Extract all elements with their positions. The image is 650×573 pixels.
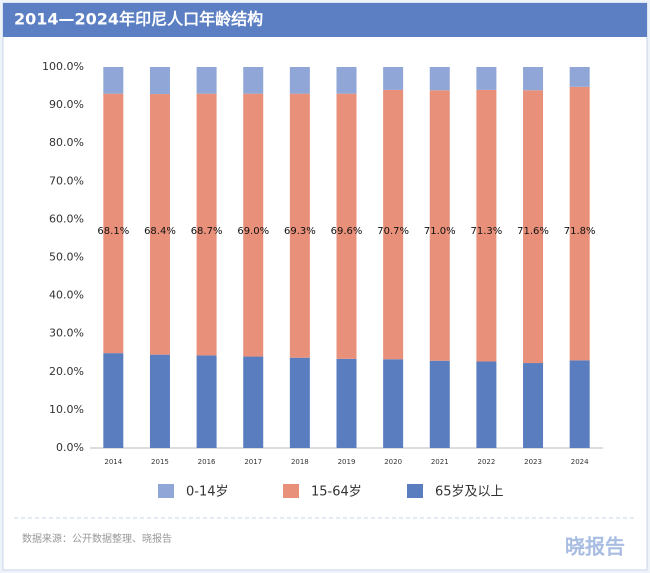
x-tick-label: 2021 [431,458,449,466]
legend-swatch [283,484,299,498]
data-label: 71.6% [517,226,549,237]
legend-label: 15-64岁 [311,485,362,500]
bar-segment [476,67,497,90]
bar-segment [289,67,310,94]
logo: 晓报告 [565,535,625,559]
data-label: 69.0% [237,226,269,237]
header [3,3,647,37]
bar-segment [523,363,544,448]
legend-swatch [407,484,423,498]
x-tick-label: 2016 [198,458,216,466]
bar-segment [149,67,170,95]
y-tick-label: 100.0% [42,60,84,73]
bar-segment [196,93,217,356]
bar-segment [336,93,357,359]
bar-segment [429,67,450,91]
x-tick-label: 2015 [151,458,169,466]
y-tick-label: 50.0% [49,251,84,264]
x-tick-label: 2024 [571,458,589,466]
data-label: 71.0% [424,226,456,237]
data-label: 71.3% [471,226,503,237]
chart-title: 2014—2024年印尼人口年龄结构 [14,10,263,29]
legend-label: 65岁及以上 [435,485,504,500]
bar-segment [383,67,404,90]
bar-segment [196,355,217,448]
x-tick-label: 2022 [477,458,495,466]
bar-segment [336,67,357,94]
bar-segment [569,86,590,361]
x-tick-label: 2018 [291,458,309,466]
source-note: 数据来源：公开数据整理、晓报告 [22,532,172,545]
x-tick-label: 2014 [104,458,122,466]
y-tick-label: 30.0% [49,327,84,340]
bar-segment [569,360,590,448]
x-tick-label: 2019 [338,458,356,466]
bar-segment [383,89,404,360]
bar-segment [196,67,217,94]
data-label: 68.7% [191,226,223,237]
x-tick-label: 2023 [524,458,542,466]
y-tick-label: 90.0% [49,98,84,111]
bar-segment [289,357,310,448]
bar-segment [523,90,544,364]
y-tick-label: 20.0% [49,365,84,378]
y-tick-label: 40.0% [49,289,84,302]
x-tick-label: 2020 [384,458,402,466]
bar-segment [243,356,264,448]
y-tick-label: 70.0% [49,174,84,187]
bar-segment [103,67,124,94]
data-label: 69.3% [284,226,316,237]
legend-swatch [158,484,174,498]
bar-segment [149,94,170,355]
legend-label: 0-14岁 [186,485,229,500]
bar-segment [336,358,357,448]
bar-segment [103,93,124,354]
bar-segment [476,361,497,448]
bar-segment [103,353,124,448]
data-label: 69.6% [331,226,363,237]
data-label: 68.4% [144,226,176,237]
data-label: 70.7% [377,226,409,237]
bar-segment [149,354,170,448]
bar-segment [429,360,450,448]
bar-segment [383,359,404,448]
y-tick-label: 0.0% [56,441,84,454]
x-tick-label: 2017 [244,458,262,466]
bar-segment [243,93,264,357]
y-tick-label: 10.0% [49,403,84,416]
bar-segment [569,67,590,87]
y-tick-label: 80.0% [49,136,84,149]
bar-segment [243,67,264,94]
data-label: 71.8% [564,226,596,237]
bar-segment [523,67,544,91]
bar-segment [289,93,310,358]
bar-segment [429,90,450,361]
data-label: 68.1% [97,226,129,237]
y-tick-label: 60.0% [49,212,84,225]
bar-segment [476,89,497,362]
